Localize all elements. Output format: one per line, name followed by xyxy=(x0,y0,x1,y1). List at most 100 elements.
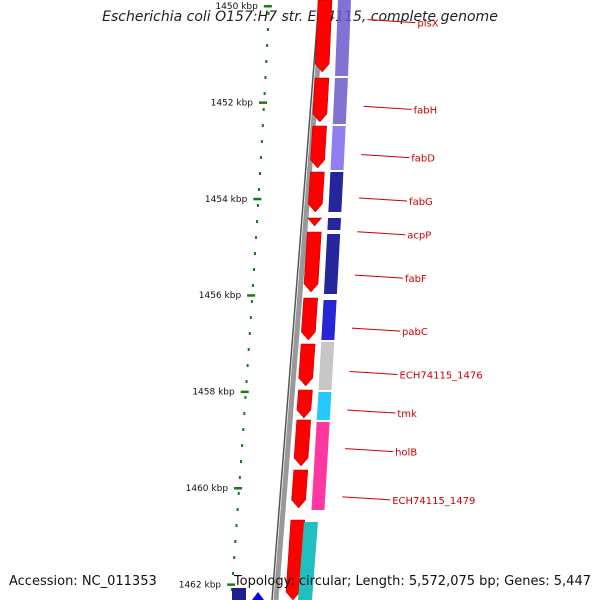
gene-label-fabF: fabF xyxy=(405,274,427,285)
ruler-dot xyxy=(230,588,233,591)
ruler-dot xyxy=(241,444,244,447)
gene-connector xyxy=(367,19,416,24)
forward-gene-arrow xyxy=(298,343,316,387)
gene-connector xyxy=(359,197,408,202)
ruler-dot xyxy=(266,44,269,47)
ruler-dot xyxy=(251,284,254,287)
ruler-tick xyxy=(247,294,256,297)
ruler-dot xyxy=(246,364,249,367)
ruler-label-1452: 1452 kbp xyxy=(211,98,254,108)
gene-label-ECH74115_1479: ECH74115_1479 xyxy=(392,496,475,507)
ruler-dot xyxy=(247,348,250,351)
forward-gene-arrow xyxy=(296,389,313,419)
ruler-dot xyxy=(232,572,235,575)
ruler-dot xyxy=(237,492,240,495)
ruler-dot xyxy=(252,268,255,271)
ruler-dot xyxy=(258,172,261,175)
ruler-dot xyxy=(255,236,258,239)
ruler-dot xyxy=(248,332,251,335)
ruler-tick xyxy=(240,390,249,394)
genome-title: Escherichia coli O157:H7 str. EC4115, co… xyxy=(102,9,498,25)
forward-gene-arrow xyxy=(310,125,327,169)
forward-gene-arrow xyxy=(308,171,325,213)
gene-block-fabH xyxy=(332,78,348,124)
ruler-tick xyxy=(253,197,262,201)
gene-label-fabH: fabH xyxy=(414,105,438,116)
forward-gene-arrow xyxy=(312,77,330,123)
ruler-label-1458: 1458 kbp xyxy=(192,388,235,398)
ruler-dot xyxy=(261,124,264,127)
ruler-label-1450: 1450 kbp xyxy=(215,2,258,12)
ruler-tick xyxy=(259,101,268,104)
ruler-dot xyxy=(235,524,238,527)
gene-block-fabF xyxy=(323,234,341,294)
ruler-dot xyxy=(244,396,247,399)
gene-connector xyxy=(361,154,410,159)
gene-block-pabC xyxy=(321,300,337,340)
gene-connector xyxy=(351,327,401,332)
gene-label-pabC: pabC xyxy=(402,327,428,338)
gene-label-fabG: fabG xyxy=(409,197,433,208)
feature-arrow-blue xyxy=(252,592,264,600)
ruler-dot xyxy=(263,92,266,95)
forward-gene-arrow xyxy=(301,297,318,341)
gene-connector xyxy=(363,105,412,110)
ruler-dot xyxy=(238,476,241,479)
ruler-dot xyxy=(236,508,239,511)
ruler-dot xyxy=(265,60,268,63)
topology-label: Topology: circular; Length: 5,572,075 bp… xyxy=(233,574,591,589)
ruler-dot xyxy=(243,412,246,415)
gene-label-acpP: acpP xyxy=(407,231,431,242)
forward-gene-arrow xyxy=(303,231,322,293)
ruler-dot xyxy=(260,140,263,143)
forward-gene-arrow xyxy=(307,217,323,227)
gene-block-ECH74115_1476 xyxy=(318,342,335,390)
gene-connector xyxy=(354,274,403,279)
gene-connector xyxy=(347,409,396,414)
ruler-tick xyxy=(227,583,236,586)
gene-block-tmk xyxy=(316,392,332,420)
ruler-tick xyxy=(263,5,272,8)
ruler-dot xyxy=(253,252,256,255)
gene-block-ECH74115_1479 xyxy=(311,470,327,510)
feature-block-navy xyxy=(232,588,246,600)
gene-connector xyxy=(349,371,398,375)
ruler-dot xyxy=(249,316,252,319)
forward-gene-arrow xyxy=(314,0,333,73)
gene-block-fabG xyxy=(328,172,344,212)
ruler-dot xyxy=(234,540,237,543)
ruler-dot xyxy=(262,108,265,111)
gene-block-bottom xyxy=(298,522,318,600)
ruler-dot xyxy=(257,188,260,191)
backbone-edge xyxy=(271,0,320,600)
ruler-dot xyxy=(257,204,260,207)
ruler-dot xyxy=(245,380,248,383)
gene-label-fabD: fabD xyxy=(411,154,435,165)
gene-block-plsX xyxy=(335,0,351,76)
gene-connector xyxy=(342,496,391,501)
gene-block-acpP xyxy=(327,218,342,230)
gene-label-tmk: tmk xyxy=(397,409,417,420)
gene-connector xyxy=(357,231,406,236)
gene-label-holB: holB xyxy=(395,448,417,459)
gene-block-fabD xyxy=(330,126,346,170)
ruler-label-1454: 1454 kbp xyxy=(205,195,248,205)
gene-label-ECH74115_1476: ECH74115_1476 xyxy=(400,371,483,382)
forward-gene-arrow xyxy=(293,419,312,467)
ruler-dot xyxy=(266,28,269,31)
ruler-dot xyxy=(264,76,267,79)
ruler-dot xyxy=(259,156,262,159)
ruler-dot xyxy=(256,220,259,223)
gene-label-plsX: plsX xyxy=(417,19,438,30)
ruler-dot xyxy=(233,556,236,559)
forward-gene-arrow xyxy=(291,469,309,509)
ruler-label-1460: 1460 kbp xyxy=(186,484,229,494)
accession-label: Accession: NC_011353 xyxy=(9,574,157,589)
gene-connector xyxy=(345,448,394,453)
ruler-tick xyxy=(234,487,243,490)
ruler-dot xyxy=(267,12,270,15)
ruler-label-1456: 1456 kbp xyxy=(199,291,242,301)
ruler-label-1462: 1462 kbp xyxy=(179,580,222,590)
ruler-dot xyxy=(250,300,253,303)
